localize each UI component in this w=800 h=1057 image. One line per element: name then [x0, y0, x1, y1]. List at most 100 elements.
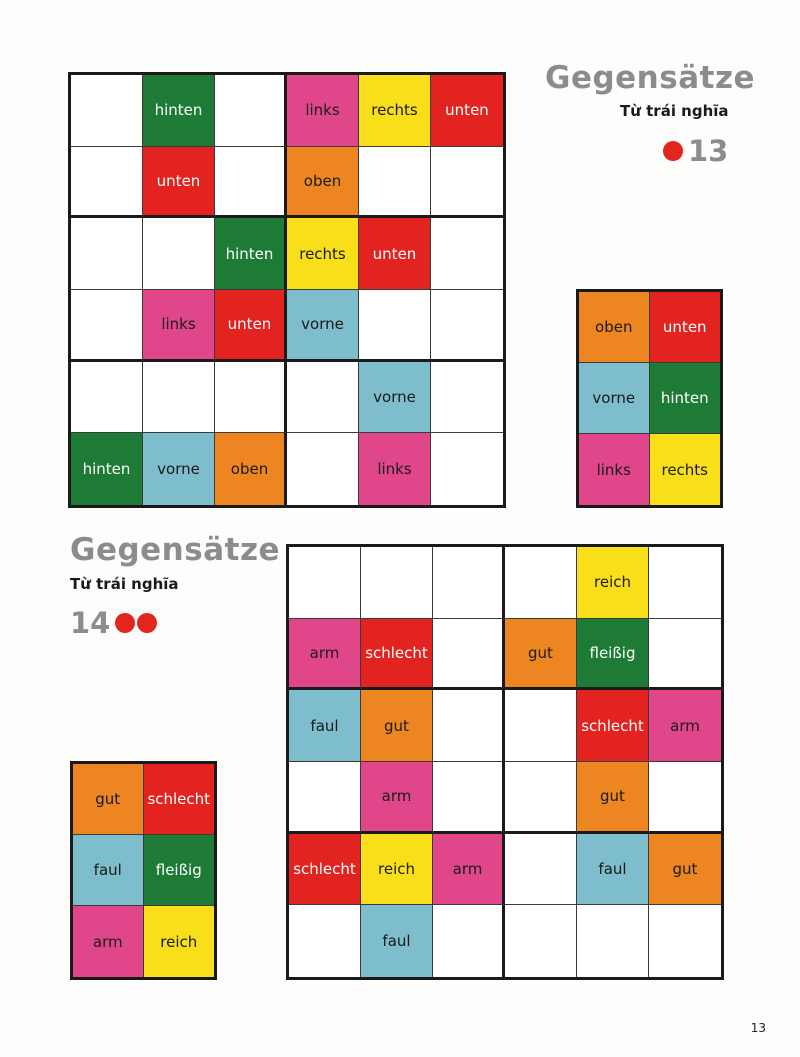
- word-cell: links: [287, 75, 359, 147]
- puzzle-14-subtitle: Từ trái nghĩa: [70, 575, 179, 593]
- legend-grid-14: gut schlecht faul fleißig arm reich: [70, 761, 217, 980]
- word-cell: unten: [649, 292, 720, 363]
- empty-cell[interactable]: [359, 289, 431, 362]
- word-cell: faul: [289, 690, 361, 762]
- puzzle-number-label: 13: [688, 134, 729, 168]
- word-cell: arm: [361, 761, 433, 834]
- word-cell: schlecht: [361, 618, 433, 691]
- empty-cell[interactable]: [433, 905, 505, 977]
- difficulty-dots: [662, 134, 684, 168]
- word-cell: faul: [577, 833, 649, 906]
- word-cell: schlecht: [289, 833, 361, 906]
- empty-cell[interactable]: [289, 547, 361, 619]
- empty-cell[interactable]: [71, 361, 143, 434]
- empty-cell[interactable]: [71, 289, 143, 362]
- empty-cell[interactable]: [431, 289, 503, 362]
- word-cell: oben: [579, 292, 650, 363]
- empty-cell[interactable]: [215, 75, 287, 147]
- empty-cell[interactable]: [433, 761, 505, 834]
- empty-cell[interactable]: [431, 218, 503, 290]
- empty-cell[interactable]: [143, 218, 215, 290]
- word-cell: rechts: [649, 434, 720, 505]
- empty-cell[interactable]: [287, 361, 359, 434]
- word-cell: arm: [289, 618, 361, 691]
- word-cell: gut: [577, 761, 649, 834]
- empty-cell[interactable]: [505, 547, 577, 619]
- sudoku-grid-13: hinten links rechts unten unten oben hinten rec…: [68, 72, 506, 508]
- word-cell: links: [579, 434, 650, 505]
- word-cell: gut: [649, 833, 721, 906]
- word-cell: hinten: [215, 218, 287, 290]
- word-cell: vorne: [143, 433, 215, 505]
- empty-cell[interactable]: [289, 761, 361, 834]
- difficulty-dot: [663, 141, 683, 161]
- puzzle-14-number: 14: [70, 606, 158, 640]
- word-cell: gut: [361, 690, 433, 762]
- word-cell: faul: [73, 835, 144, 906]
- word-cell: fleißig: [577, 618, 649, 691]
- word-cell: unten: [359, 218, 431, 290]
- word-cell: oben: [287, 146, 359, 219]
- empty-cell[interactable]: [649, 547, 721, 619]
- word-cell: faul: [361, 905, 433, 977]
- empty-cell[interactable]: [431, 361, 503, 434]
- word-cell: reich: [361, 833, 433, 906]
- word-cell: unten: [431, 75, 503, 147]
- word-cell: reich: [143, 906, 214, 977]
- empty-cell[interactable]: [505, 905, 577, 977]
- word-cell: hinten: [143, 75, 215, 147]
- empty-cell[interactable]: [431, 433, 503, 505]
- empty-cell[interactable]: [577, 905, 649, 977]
- sudoku-grid-14: reich arm schlecht gut fleißig faul gut schlech…: [286, 544, 724, 980]
- word-cell: links: [143, 289, 215, 362]
- empty-cell[interactable]: [71, 146, 143, 219]
- empty-cell[interactable]: [359, 146, 431, 219]
- word-cell: arm: [649, 690, 721, 762]
- difficulty-dot: [137, 613, 158, 633]
- empty-cell[interactable]: [215, 361, 287, 434]
- puzzle-14-title: Gegensätze: [70, 532, 281, 568]
- empty-cell[interactable]: [505, 761, 577, 834]
- word-cell: gut: [505, 618, 577, 691]
- empty-cell[interactable]: [287, 433, 359, 505]
- word-cell: hinten: [649, 363, 720, 434]
- word-cell: reich: [577, 547, 649, 619]
- puzzle-13-number: 13: [662, 134, 728, 168]
- page-number: 13: [750, 1021, 766, 1035]
- puzzle-13-title: Gegensätze: [545, 60, 756, 96]
- difficulty-dot: [115, 613, 136, 633]
- word-cell: links: [359, 433, 431, 505]
- word-cell: schlecht: [143, 764, 214, 835]
- word-cell: hinten: [71, 433, 143, 505]
- word-cell: vorne: [359, 361, 431, 434]
- legend-grid-13: oben unten vorne hinten links rechts: [576, 289, 723, 508]
- word-cell: rechts: [359, 75, 431, 147]
- empty-cell[interactable]: [289, 905, 361, 977]
- empty-cell[interactable]: [71, 218, 143, 290]
- word-cell: arm: [73, 906, 144, 977]
- word-cell: schlecht: [577, 690, 649, 762]
- empty-cell[interactable]: [505, 833, 577, 906]
- empty-cell[interactable]: [71, 75, 143, 147]
- word-cell: unten: [215, 289, 287, 362]
- puzzle-number-label: 14: [70, 606, 111, 640]
- empty-cell[interactable]: [433, 618, 505, 691]
- empty-cell[interactable]: [505, 690, 577, 762]
- word-cell: arm: [433, 833, 505, 906]
- word-cell: vorne: [579, 363, 650, 434]
- empty-cell[interactable]: [649, 761, 721, 834]
- word-cell: rechts: [287, 218, 359, 290]
- empty-cell[interactable]: [215, 146, 287, 219]
- empty-cell[interactable]: [433, 547, 505, 619]
- empty-cell[interactable]: [433, 690, 505, 762]
- empty-cell[interactable]: [649, 905, 721, 977]
- puzzle-13-subtitle: Từ trái nghĩa: [620, 102, 729, 120]
- empty-cell[interactable]: [431, 146, 503, 219]
- difficulty-dots: [114, 606, 158, 640]
- word-cell: unten: [143, 146, 215, 219]
- empty-cell[interactable]: [143, 361, 215, 434]
- empty-cell[interactable]: [361, 547, 433, 619]
- empty-cell[interactable]: [649, 618, 721, 691]
- word-cell: oben: [215, 433, 287, 505]
- word-cell: vorne: [287, 289, 359, 362]
